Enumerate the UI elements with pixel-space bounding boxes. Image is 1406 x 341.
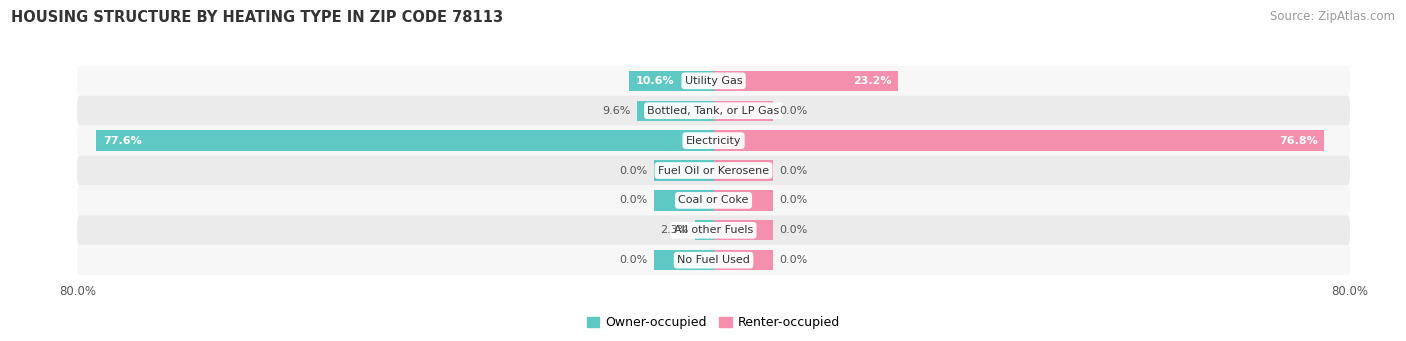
Text: All other Fuels: All other Fuels xyxy=(673,225,754,235)
Bar xyxy=(97,131,714,151)
Text: Bottled, Tank, or LP Gas: Bottled, Tank, or LP Gas xyxy=(647,106,780,116)
Text: 0.0%: 0.0% xyxy=(619,255,648,265)
Text: Coal or Coke: Coal or Coke xyxy=(678,195,749,205)
FancyBboxPatch shape xyxy=(77,186,1350,216)
Bar xyxy=(654,160,714,181)
Text: 0.0%: 0.0% xyxy=(619,195,648,205)
Text: 0.0%: 0.0% xyxy=(779,106,808,116)
FancyBboxPatch shape xyxy=(77,125,1350,155)
FancyBboxPatch shape xyxy=(77,216,1350,245)
Bar xyxy=(714,131,1324,151)
Text: Electricity: Electricity xyxy=(686,136,741,146)
Text: 9.6%: 9.6% xyxy=(602,106,631,116)
Text: 10.6%: 10.6% xyxy=(636,76,675,86)
Bar xyxy=(630,71,714,91)
Text: 0.0%: 0.0% xyxy=(779,195,808,205)
Bar xyxy=(695,220,714,240)
FancyBboxPatch shape xyxy=(77,66,1350,96)
FancyBboxPatch shape xyxy=(77,155,1350,186)
Bar xyxy=(714,71,898,91)
Bar xyxy=(637,101,714,121)
FancyBboxPatch shape xyxy=(77,96,1350,125)
Bar xyxy=(714,101,773,121)
Bar xyxy=(654,250,714,270)
Text: Fuel Oil or Kerosene: Fuel Oil or Kerosene xyxy=(658,165,769,176)
Text: 76.8%: 76.8% xyxy=(1279,136,1317,146)
Bar xyxy=(714,190,773,210)
FancyBboxPatch shape xyxy=(77,245,1350,275)
Text: 0.0%: 0.0% xyxy=(779,225,808,235)
Bar xyxy=(654,190,714,210)
Text: 0.0%: 0.0% xyxy=(619,165,648,176)
Bar xyxy=(714,250,773,270)
Text: Source: ZipAtlas.com: Source: ZipAtlas.com xyxy=(1270,10,1395,23)
Legend: Owner-occupied, Renter-occupied: Owner-occupied, Renter-occupied xyxy=(582,311,845,335)
Text: 77.6%: 77.6% xyxy=(103,136,142,146)
Bar xyxy=(714,160,773,181)
Text: 2.3%: 2.3% xyxy=(661,225,689,235)
Text: No Fuel Used: No Fuel Used xyxy=(678,255,749,265)
Text: 0.0%: 0.0% xyxy=(779,255,808,265)
Bar xyxy=(714,220,773,240)
Text: HOUSING STRUCTURE BY HEATING TYPE IN ZIP CODE 78113: HOUSING STRUCTURE BY HEATING TYPE IN ZIP… xyxy=(11,10,503,25)
Text: 23.2%: 23.2% xyxy=(853,76,891,86)
Text: Utility Gas: Utility Gas xyxy=(685,76,742,86)
Text: 0.0%: 0.0% xyxy=(779,165,808,176)
